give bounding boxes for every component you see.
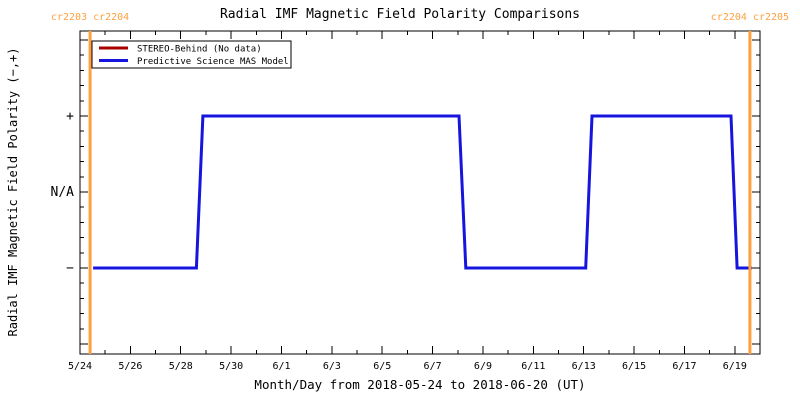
carrington-rotation-label: cr2203 cr2204 bbox=[51, 12, 129, 23]
x-tick-label: 6/17 bbox=[672, 361, 696, 372]
series-mas-model bbox=[93, 114, 752, 270]
x-tick-label: 6/5 bbox=[373, 361, 391, 372]
legend-label-stereo: STEREO-Behind (No data) bbox=[137, 45, 262, 55]
legend: STEREO-Behind (No data) Predictive Scien… bbox=[91, 40, 292, 69]
x-tick-label: 6/11 bbox=[521, 361, 545, 372]
x-tick-label: 5/30 bbox=[219, 361, 243, 372]
x-tick-label: 6/9 bbox=[474, 361, 492, 372]
x-tick-label: 6/15 bbox=[622, 361, 646, 372]
x-tick-label: 5/24 bbox=[68, 361, 92, 372]
x-axis-title: Month/Day from 2018-05-24 to 2018-06-20 … bbox=[254, 377, 585, 392]
chart-title: Radial IMF Magnetic Field Polarity Compa… bbox=[220, 7, 580, 22]
x-tick-label: 6/1 bbox=[272, 361, 290, 372]
plot-border bbox=[79, 30, 761, 355]
x-tick-label: 6/19 bbox=[723, 361, 747, 372]
x-tick-label: 6/13 bbox=[572, 361, 596, 372]
x-tick-label: 6/3 bbox=[323, 361, 341, 372]
legend-box bbox=[91, 40, 292, 69]
y-tick-label: N/A bbox=[51, 185, 75, 200]
y-axis-title: Radial IMF Magnetic Field Polarity (−,+) bbox=[6, 48, 20, 337]
x-tick-label: 5/28 bbox=[169, 361, 193, 372]
legend-label-mas: Predictive Science MAS Model bbox=[137, 57, 289, 67]
y-tick-label: − bbox=[66, 261, 74, 276]
y-tick-label: + bbox=[66, 109, 74, 124]
plot-layer: 5/24 5/26 5/28 5/30 6/1 6/3 6/5 6/7 6/9 6/11 6/13 6… bbox=[51, 12, 790, 372]
x-tick-label: 5/26 bbox=[118, 361, 142, 372]
carrington-rotation-label: cr2204 cr2205 bbox=[711, 12, 789, 23]
x-tick-label: 6/7 bbox=[424, 361, 442, 372]
